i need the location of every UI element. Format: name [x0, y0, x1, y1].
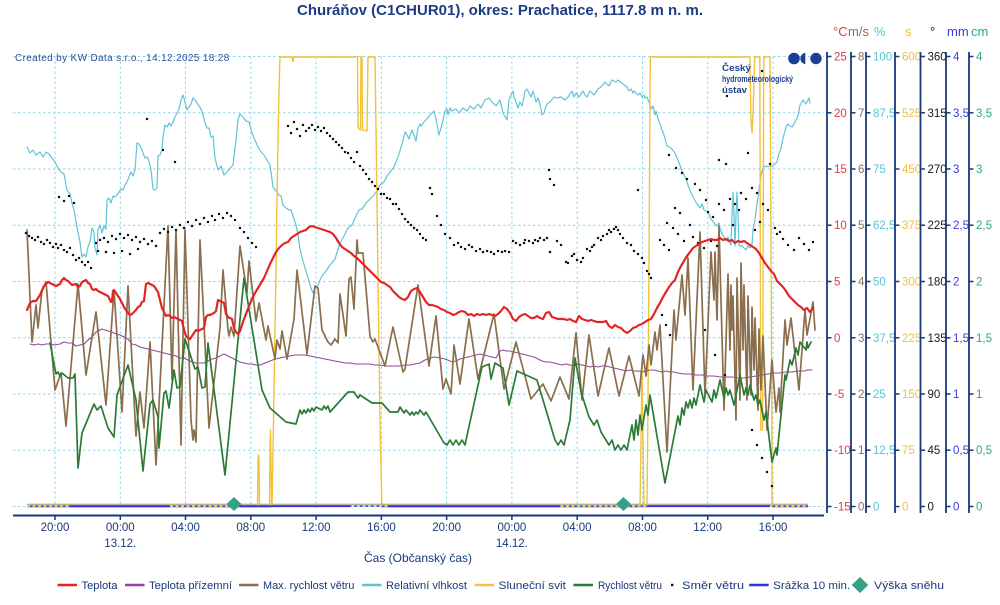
svg-text:5: 5: [834, 277, 840, 289]
svg-text:2: 2: [953, 277, 959, 289]
svg-text:4: 4: [953, 52, 960, 64]
svg-text:75: 75: [902, 445, 915, 457]
svg-text:50: 50: [873, 277, 886, 289]
svg-text:75: 75: [873, 164, 886, 176]
svg-text:mm: mm: [947, 24, 969, 39]
svg-text:2,5: 2,5: [976, 220, 992, 232]
svg-text:6: 6: [858, 164, 864, 176]
svg-text:0: 0: [902, 502, 908, 514]
svg-text:0: 0: [834, 333, 840, 345]
svg-text:37,5: 37,5: [873, 333, 895, 345]
svg-text:Teplota přízemní: Teplota přízemní: [149, 580, 232, 592]
svg-text:0: 0: [953, 502, 959, 514]
svg-text:°: °: [930, 24, 935, 39]
svg-text:Směr větru: Směr větru: [682, 580, 744, 592]
svg-text:0: 0: [976, 502, 982, 514]
svg-text:Sluneční svit: Sluneční svit: [499, 580, 567, 592]
svg-text:16:00: 16:00: [367, 522, 396, 534]
svg-text:12,5: 12,5: [873, 445, 895, 457]
svg-text:315: 315: [928, 108, 947, 120]
svg-text:s: s: [905, 24, 912, 39]
svg-text:16:00: 16:00: [759, 522, 788, 534]
svg-text:%: %: [874, 24, 886, 39]
svg-text:25: 25: [873, 389, 886, 401]
svg-text:525: 525: [902, 108, 921, 120]
svg-text:600: 600: [902, 52, 921, 64]
svg-text:0: 0: [873, 502, 879, 514]
svg-text:ústav: ústav: [722, 85, 747, 95]
svg-text:100: 100: [873, 52, 892, 64]
svg-text:135: 135: [928, 333, 947, 345]
svg-text:Teplota: Teplota: [82, 580, 119, 592]
svg-text:hydrometeorologický: hydrometeorologický: [722, 74, 793, 84]
svg-text:7: 7: [858, 108, 864, 120]
svg-text:300: 300: [902, 277, 921, 289]
svg-text:20: 20: [834, 108, 847, 120]
svg-text:0,5: 0,5: [953, 445, 969, 457]
svg-text:225: 225: [928, 220, 947, 232]
svg-text:360: 360: [928, 52, 947, 64]
svg-text:4: 4: [858, 277, 865, 289]
svg-text:cm: cm: [971, 24, 988, 39]
svg-text:Český: Český: [722, 62, 751, 73]
svg-text:13.12.: 13.12.: [104, 538, 136, 550]
svg-text:450: 450: [902, 164, 921, 176]
svg-text:2: 2: [976, 277, 982, 289]
svg-text:3,5: 3,5: [976, 108, 992, 120]
svg-text:Čas (Občanský čas): Čas (Občanský čas): [364, 550, 472, 565]
svg-text:2: 2: [858, 389, 864, 401]
svg-text:Max. rychlost větru: Max. rychlost větru: [263, 580, 355, 592]
svg-text:20:00: 20:00: [41, 522, 70, 534]
svg-text:08:00: 08:00: [628, 522, 657, 534]
svg-text:1,5: 1,5: [953, 333, 969, 345]
svg-text:3: 3: [976, 164, 982, 176]
svg-text:0,5: 0,5: [976, 445, 992, 457]
svg-text:87,5: 87,5: [873, 108, 895, 120]
svg-text:Relativní vlhkost: Relativní vlhkost: [386, 580, 467, 592]
svg-text:1: 1: [976, 389, 982, 401]
svg-text:62,5: 62,5: [873, 220, 895, 232]
svg-text:10: 10: [834, 220, 847, 232]
svg-text:08:00: 08:00: [236, 522, 265, 534]
svg-text:°C: °C: [833, 24, 848, 39]
svg-text:90: 90: [928, 389, 941, 401]
svg-text:225: 225: [902, 333, 921, 345]
svg-text:Rychlost větru: Rychlost větru: [598, 580, 662, 592]
svg-text:45: 45: [928, 445, 941, 457]
svg-text:14.12.: 14.12.: [496, 538, 528, 550]
svg-text:0: 0: [858, 502, 864, 514]
svg-text:Výška sněhu: Výška sněhu: [874, 580, 944, 592]
svg-text:5: 5: [858, 220, 864, 232]
svg-text:8: 8: [858, 52, 864, 64]
svg-text:270: 270: [928, 164, 947, 176]
svg-text:25: 25: [834, 52, 847, 64]
svg-text:04:00: 04:00: [563, 522, 592, 534]
svg-text:1,5: 1,5: [976, 333, 992, 345]
svg-text:-10: -10: [834, 445, 851, 457]
svg-text:15: 15: [834, 164, 847, 176]
svg-text:1: 1: [858, 445, 864, 457]
svg-text:0: 0: [928, 502, 934, 514]
svg-text:4: 4: [976, 52, 983, 64]
svg-text:1: 1: [953, 389, 959, 401]
svg-text:180: 180: [928, 277, 947, 289]
svg-text:3: 3: [858, 333, 864, 345]
svg-text:150: 150: [902, 389, 921, 401]
svg-text:00:00: 00:00: [106, 522, 135, 534]
svg-text:04:00: 04:00: [171, 522, 200, 534]
svg-text:Created by KW Data s.r.o., 14.: Created by KW Data s.r.o., 14.12.2025 18…: [15, 53, 230, 64]
svg-text:Churáňov (C1CHUR01), okres: Pr: Churáňov (C1CHUR01), okres: Prachatice, …: [297, 2, 703, 19]
svg-text:20:00: 20:00: [432, 522, 461, 534]
svg-text:375: 375: [902, 220, 921, 232]
svg-text:Srážka 10 min.: Srážka 10 min.: [773, 580, 850, 592]
svg-text:12:00: 12:00: [302, 522, 331, 534]
svg-text:3: 3: [953, 164, 959, 176]
svg-text:3,5: 3,5: [953, 108, 969, 120]
svg-text:-5: -5: [834, 389, 844, 401]
svg-text:2,5: 2,5: [953, 220, 969, 232]
svg-text:00:00: 00:00: [498, 522, 527, 534]
svg-text:-15: -15: [834, 502, 851, 514]
svg-text:m/s: m/s: [848, 24, 869, 39]
svg-text:12:00: 12:00: [693, 522, 722, 534]
